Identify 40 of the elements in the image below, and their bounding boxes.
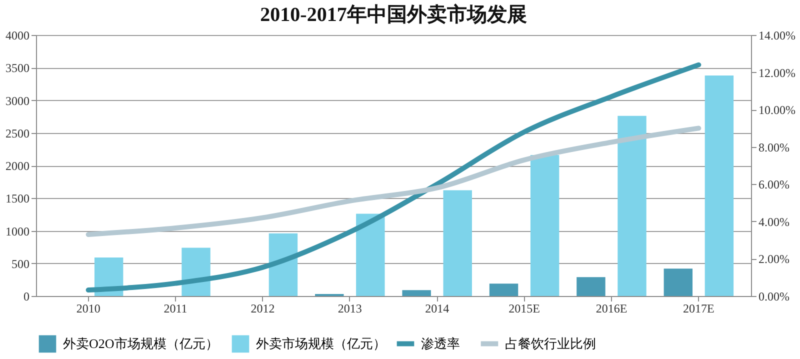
x-tick-label: 2011	[164, 302, 188, 316]
bar	[402, 290, 431, 296]
y2-tick-label: 10.00%	[758, 103, 796, 118]
y-tick-label: 4000	[6, 28, 30, 42]
bar	[356, 214, 385, 296]
legend-label: 渗透率	[421, 336, 460, 351]
legend-label: 外卖市场规模（亿元）	[256, 336, 386, 351]
x-tick-label: 2016E	[596, 302, 628, 316]
y2-tick-label: 0.00%	[758, 290, 790, 304]
y-tick-label: 3500	[6, 61, 30, 76]
x-tick-label: 2017E	[683, 302, 714, 316]
bar	[704, 75, 734, 296]
x-tick-label: 2014	[425, 302, 450, 316]
x-tick-label: 2012	[250, 302, 275, 316]
legend-label: 外卖O2O市场规模（亿元）	[63, 336, 218, 351]
y2-tick-label: 8.00%	[758, 140, 790, 154]
y-tick-label: 2000	[6, 159, 30, 173]
y-tick-label: 2500	[6, 126, 30, 140]
bar	[530, 155, 560, 296]
bar	[618, 116, 646, 296]
y-tick-label: 1500	[6, 192, 30, 206]
legend-label: 占餐饮行业比例	[505, 336, 596, 351]
y-tick-label: 500	[12, 256, 30, 271]
bar	[268, 233, 298, 296]
y2-tick-label: 12.00%	[758, 66, 796, 80]
y-tick-label: 1000	[6, 224, 30, 238]
x-tick-label: 2015E	[508, 302, 540, 316]
y2-tick-label: 2.00%	[758, 252, 790, 266]
bar	[576, 277, 606, 296]
y2-tick-label: 14.00%	[758, 28, 796, 42]
x-tick-label: 2010	[76, 302, 100, 316]
bar	[443, 190, 472, 296]
bar	[664, 268, 693, 296]
x-tick-label: 2013	[338, 302, 362, 316]
y2-tick-label: 4.00%	[758, 214, 790, 229]
y2-tick-label: 6.00%	[758, 178, 790, 192]
bar	[489, 284, 518, 296]
y-tick-label: 3000	[6, 94, 30, 108]
chart-title: 2010-2017年中国外卖市场发展	[260, 3, 527, 26]
y-tick-label: 0	[24, 290, 30, 304]
